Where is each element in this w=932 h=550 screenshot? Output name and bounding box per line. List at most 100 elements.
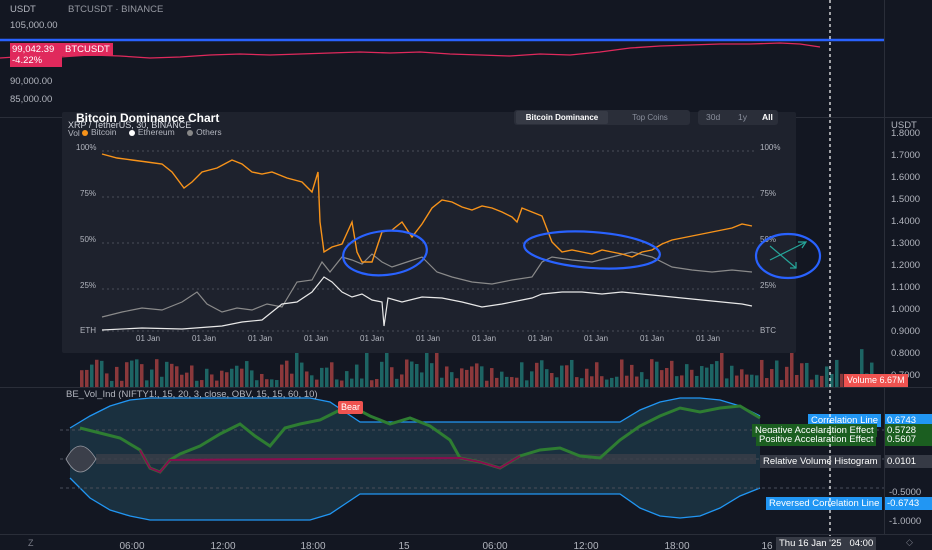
volume-bar [560, 365, 564, 387]
volume-bar [760, 359, 764, 387]
legend-label-others: Others [196, 127, 222, 137]
volume-bar [635, 376, 639, 387]
volume-bar [330, 362, 334, 387]
legend-item-bitcoin[interactable]: Bitcoin [82, 127, 117, 137]
volume-bar [310, 375, 314, 387]
tab-bitcoin-dominance[interactable]: Bitcoin Dominance [516, 111, 608, 124]
volume-bar [315, 379, 319, 387]
volume-bar [685, 364, 689, 387]
volume-bar [840, 373, 844, 387]
dom-x-tick: 01 Jan [416, 334, 441, 343]
reversed-correlation-tag: Reversed Correlation Line [766, 497, 883, 510]
relative-volume-value: 0.0101 [884, 455, 932, 468]
volume-bar [640, 372, 644, 387]
dom-x-tick: 01 Jan [528, 334, 553, 343]
negative-acceleration-line [139, 449, 521, 474]
volume-bar [830, 373, 834, 387]
volume-bar [665, 367, 669, 387]
range-30d[interactable]: 30d [706, 112, 721, 122]
range-all[interactable]: All [762, 112, 773, 122]
btc-price-tag: 99,042.39 -4.22% [10, 43, 62, 67]
volume-bar [580, 378, 584, 387]
volume-bar [675, 376, 679, 387]
main-tick-1.3: 1.3000 [891, 238, 921, 249]
time-label: 18:00 [300, 541, 326, 550]
legend-item-others[interactable]: Others [187, 127, 222, 137]
dom-x-tick: 01 Jan [304, 334, 329, 343]
legend-dot-ethereum [128, 129, 135, 136]
volume-bar [265, 379, 269, 387]
volume-bar [320, 367, 324, 387]
volume-bar [245, 361, 249, 387]
btc-symbol-tag: BTCUSDT [62, 43, 113, 56]
volume-bar [740, 369, 744, 387]
main-price-pane[interactable] [0, 118, 884, 387]
main-tick-0.8: 0.8000 [891, 348, 921, 359]
pane-separator-indicator[interactable] [0, 387, 932, 388]
indicator-title[interactable]: BE_Vol_Ind (NIFTY1!, 15, 20, 3, close, O… [66, 389, 318, 400]
settings-chevron-icon[interactable]: ◇ [906, 537, 913, 547]
tab-top-coins[interactable]: Top Coins [632, 113, 668, 122]
volume-bar [600, 376, 604, 387]
main-tick-0.9: 0.9000 [891, 326, 921, 337]
volume-tag-value: 6.67M [879, 375, 905, 385]
indicator-pane[interactable]: BE_Vol_Ind (NIFTY1!, 15, 20, 3, close, O… [0, 388, 884, 534]
volume-bar [440, 377, 444, 387]
btc-price-pane[interactable]: USDT BTCUSDT · BINANCE 105,000.00 90,000… [0, 0, 884, 117]
legend-dot-bitcoin [82, 129, 88, 136]
indicator-tick-neg-1.0: -1.0000 [889, 516, 922, 527]
volume-bar [190, 365, 194, 387]
volume-bar [450, 372, 454, 387]
volume-bar [485, 380, 489, 387]
dominance-title: Bitcoin Dominance Chart [76, 111, 220, 125]
dom-left-tick-50: 50% [80, 235, 97, 244]
volume-bar [525, 380, 529, 387]
top-price-axis[interactable] [884, 0, 932, 117]
volume-bar [725, 378, 729, 387]
correlation-line [69, 397, 761, 429]
dom-right-tick-100: 100% [760, 143, 781, 152]
volume-bar [285, 360, 289, 387]
volume-bar [280, 364, 284, 387]
volume-bar [800, 363, 804, 387]
volume-bar [240, 368, 244, 387]
reversed-correlation-line [69, 477, 761, 521]
drawn-arrow-up [769, 241, 807, 261]
volume-bar [110, 380, 114, 387]
volume-bar [105, 373, 109, 387]
volume-bar [135, 359, 139, 387]
range-group: 30d 1y All [698, 110, 778, 125]
volume-bar [345, 371, 349, 387]
bitcoin-dominance-panel[interactable]: Bitcoin Dominance Chart XRP / TetherUS, … [62, 110, 796, 353]
dom-right-tick-75: 75% [760, 189, 777, 198]
volume-bar [750, 374, 754, 387]
volume-bar [605, 379, 609, 387]
indicator-axis[interactable]: -0.5000 -1.0000 [884, 388, 932, 534]
volume-bar [470, 366, 474, 387]
main-tick-1.0: 1.0000 [891, 304, 921, 315]
dom-x-tick: 01 Jan [472, 334, 497, 343]
main-tick-1.7: 1.7000 [891, 150, 921, 161]
volume-bar [270, 379, 274, 387]
dom-x-tick: 01 Jan [640, 334, 665, 343]
volume-bar [335, 379, 339, 387]
dom-left-tick-25: 25% [80, 281, 97, 290]
volume-bar [770, 369, 774, 387]
range-1y[interactable]: 1y [738, 112, 747, 122]
volume-bar [490, 368, 494, 387]
main-price-axis[interactable]: USDT 1.8000 1.7000 1.6000 1.5000 1.4000 … [884, 118, 932, 387]
volume-bar [655, 361, 659, 387]
time-label: 06:00 [119, 541, 145, 550]
volume-bar [395, 378, 399, 387]
volume-bar [150, 369, 154, 387]
btc-price-chart [0, 38, 884, 59]
volume-bar [455, 378, 459, 387]
btc-price-value: 99,042.39 [12, 44, 55, 55]
volume-bar [215, 380, 219, 387]
timezone-z-icon[interactable]: Z [28, 538, 34, 548]
volume-bar [785, 366, 789, 387]
volume-bar [645, 379, 649, 387]
volume-bar [290, 373, 294, 387]
main-tick-1.6: 1.6000 [891, 172, 921, 183]
legend-item-ethereum[interactable]: Ethereum [128, 127, 175, 137]
